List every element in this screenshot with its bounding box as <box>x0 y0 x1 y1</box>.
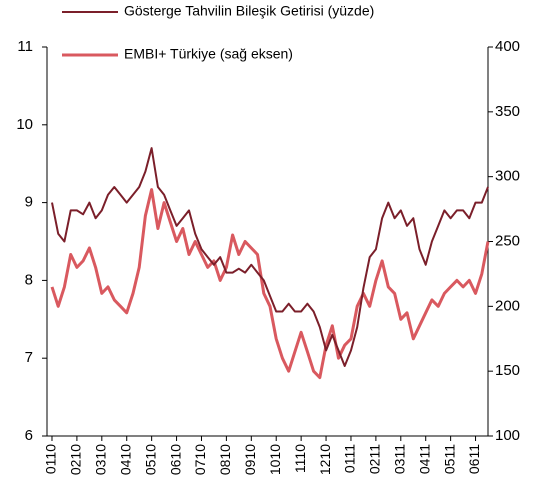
x-tick-label: 1110 <box>292 444 308 473</box>
x-tick-label: 0710 <box>192 444 208 475</box>
y-tick-label: 7 <box>25 349 33 366</box>
legend-label: Gösterge Tahvilin Bileşik Getirisi (yüzd… <box>124 3 374 19</box>
y2-tick-label: 250 <box>495 232 520 249</box>
y-tick-label: 8 <box>25 271 33 288</box>
y2-tick-label: 300 <box>495 168 520 185</box>
series-line <box>50 188 490 380</box>
x-tick-label: 0810 <box>217 444 233 475</box>
x-tick-label: 0610 <box>167 444 183 475</box>
series-line <box>51 147 489 367</box>
x-tick-label: 1210 <box>317 444 333 475</box>
y2-tick-label: 150 <box>495 362 520 379</box>
y-tick-label: 10 <box>16 116 33 133</box>
y-tick-label: 11 <box>17 38 33 55</box>
x-tick-label: 0511 <box>441 444 457 474</box>
x-tick-label: 0510 <box>142 444 158 475</box>
x-tick-label: 1010 <box>267 444 283 475</box>
x-tick-label: 0910 <box>242 444 258 475</box>
y-tick-label: 6 <box>25 427 33 444</box>
x-tick-label: 0210 <box>68 444 84 475</box>
x-tick-label: 0410 <box>117 444 133 475</box>
x-tick-label: 0310 <box>93 444 109 475</box>
x-tick-label: 0111 <box>342 444 358 473</box>
y2-tick-label: 200 <box>495 297 520 314</box>
y-tick-label: 9 <box>25 194 33 211</box>
x-tick-label: 0211 <box>367 444 383 474</box>
y2-tick-label: 400 <box>495 38 520 55</box>
x-tick-label: 0411 <box>416 444 432 474</box>
y2-tick-label: 100 <box>495 427 520 444</box>
y2-tick-label: 350 <box>495 103 520 120</box>
x-tick-label: 0311 <box>391 444 407 474</box>
legend-label: EMBI+ Türkiye (sağ eksen) <box>124 46 293 62</box>
x-tick-label: 0110 <box>43 444 59 474</box>
x-tick-label: 0611 <box>466 444 482 474</box>
